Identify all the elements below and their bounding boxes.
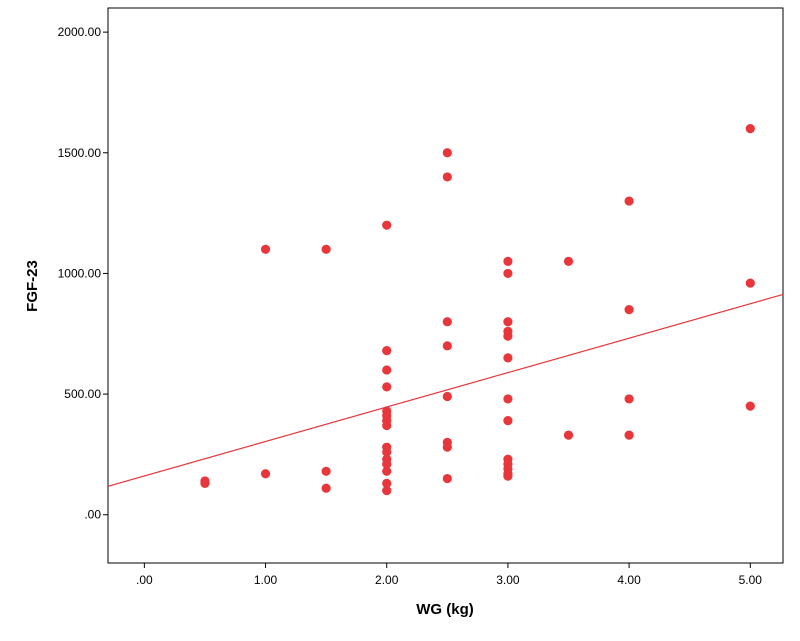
data-point (503, 416, 513, 426)
y-tick-label: 1000.00 (58, 266, 102, 280)
y-tick-label: 2000.00 (58, 25, 102, 39)
data-point (382, 466, 392, 476)
data-point (563, 256, 574, 266)
data-point (503, 353, 513, 363)
data-point (503, 331, 513, 341)
data-point (382, 486, 392, 496)
x-tick-label: 2.00 (375, 573, 399, 587)
data-point (382, 447, 392, 457)
x-tick-label: 3.00 (496, 573, 520, 587)
y-axis-title: FGF-23 (24, 260, 41, 312)
data-point (321, 466, 331, 476)
marks-layer (107, 124, 784, 496)
data-point (624, 430, 634, 440)
data-point (200, 478, 210, 488)
data-point (624, 305, 634, 315)
data-point (442, 341, 452, 351)
data-point (321, 483, 331, 493)
data-point (382, 365, 392, 375)
data-point (382, 220, 392, 230)
data-point (503, 471, 513, 481)
data-point (442, 148, 452, 158)
data-point (442, 391, 452, 402)
data-point (321, 244, 331, 254)
data-point (503, 256, 513, 266)
data-point (563, 430, 574, 440)
y-tick-label: 1500.00 (58, 146, 102, 160)
data-point (624, 394, 634, 404)
x-tick-label: .00 (136, 573, 153, 587)
data-point (382, 459, 392, 469)
data-point (745, 124, 755, 134)
data-point (382, 346, 392, 356)
x-tick-label: 1.00 (254, 573, 278, 587)
fit-line (107, 293, 784, 487)
data-point (442, 317, 452, 327)
data-point (503, 317, 513, 327)
y-tick-label: 500.00 (64, 387, 101, 401)
data-point (745, 278, 755, 288)
data-point (382, 478, 392, 488)
axes-layer: .00 1.00 2.00 3.00 4.00 5.00 .00 500.00 1000.00 1… (58, 25, 763, 587)
data-point (745, 401, 755, 411)
data-point (442, 473, 452, 484)
data-point (260, 244, 271, 254)
plot-frame (107, 7, 784, 564)
y-tick-label: .00 (84, 508, 101, 522)
data-point (624, 196, 634, 206)
data-point (442, 172, 452, 182)
data-point (382, 420, 392, 431)
data-point (503, 268, 513, 279)
data-point (260, 469, 271, 479)
x-tick-label: 5.00 (739, 573, 763, 587)
data-point (442, 442, 452, 452)
x-axis-title: WG (kg) (416, 601, 474, 618)
x-tick-label: 4.00 (617, 573, 641, 587)
data-point (382, 382, 392, 392)
data-point (503, 394, 513, 404)
